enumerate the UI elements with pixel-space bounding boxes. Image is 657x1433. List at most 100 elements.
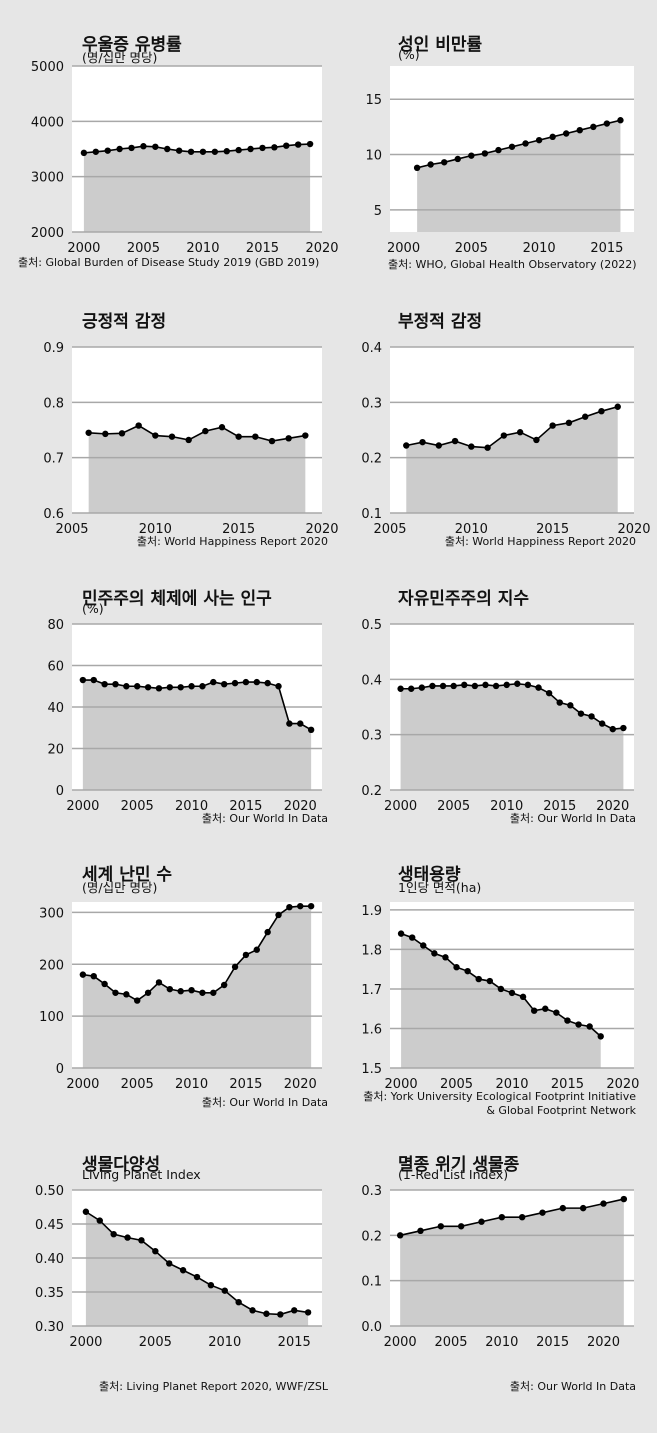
data-point <box>461 681 468 689</box>
data-point <box>576 126 583 134</box>
data-point <box>565 419 573 427</box>
data-point <box>102 430 109 438</box>
chart-source: 출처: Global Burden of Disease Study 2019 … <box>18 254 319 270</box>
data-point <box>188 683 195 690</box>
data-point <box>549 422 556 429</box>
x-tick-label: 2015 <box>536 1335 569 1350</box>
data-point <box>603 120 611 127</box>
chart-source-line: & Global Footprint Network <box>486 1104 636 1117</box>
chart-panel: 우울증 유병률 (명/십만 명당) 2000 3000 4000 5000 2000 20… <box>10 30 339 313</box>
x-tick-label: 2010 <box>175 1077 208 1092</box>
data-point <box>252 433 259 440</box>
data-point <box>168 433 176 440</box>
chart-source-line: 출처: World Happiness Report 2020 <box>136 535 328 548</box>
data-point <box>79 971 87 978</box>
x-tick-label: 2010 <box>490 799 523 814</box>
chart-title: 세계 난민 수 <box>82 865 173 885</box>
data-point <box>140 143 147 150</box>
data-point <box>220 981 228 989</box>
y-tick-label: 100 <box>39 1010 64 1025</box>
data-point <box>403 442 410 449</box>
data-point <box>586 1023 593 1030</box>
data-point <box>188 986 195 994</box>
chart-source-line: 출처: York University Ecological Footprint… <box>363 1090 636 1103</box>
data-point <box>582 413 589 420</box>
series-line <box>400 682 624 730</box>
data-point <box>306 140 314 148</box>
chart-subtitle: 1인당 면적(ha) <box>398 880 482 895</box>
data-point <box>231 963 239 971</box>
data-point <box>223 148 230 155</box>
data-point <box>179 1267 187 1274</box>
plot-area: 0.1 0.2 0.3 0.4 2005 2010 2015 2020 <box>361 341 650 537</box>
data-point <box>503 681 510 689</box>
x-tick-label: 2010 <box>485 1335 518 1350</box>
y-tick-label: 0.35 <box>35 1286 64 1301</box>
y-tick-label: 1.7 <box>361 983 382 998</box>
data-point <box>187 148 195 155</box>
data-point <box>559 1204 567 1212</box>
data-point <box>231 679 239 687</box>
data-point <box>112 989 119 996</box>
data-point <box>155 979 163 986</box>
plot-area: 0 100 200 300 2000 2005 2010 2015 2020 <box>39 902 322 1092</box>
x-tick-label: 2020 <box>284 799 317 814</box>
data-point <box>579 1204 587 1212</box>
data-point <box>498 1214 506 1221</box>
chart-panel: 민주주의 체제에 사는 인구 (%) 0 20 40 60 80 2000 2005 2010… <box>10 584 328 867</box>
data-point <box>500 432 508 439</box>
data-point <box>253 946 260 953</box>
data-point <box>166 684 174 691</box>
chart-panel: 생물다양성 Living Planet Index 0.30 0.35 0.40 0.… <box>10 1150 328 1433</box>
y-tick-label: 0.1 <box>361 507 382 522</box>
area-fill <box>406 406 618 513</box>
data-point <box>177 988 184 995</box>
y-tick-label: 0.3 <box>361 729 382 744</box>
x-tick-label: 2005 <box>455 241 488 256</box>
data-point <box>286 903 293 911</box>
data-point <box>439 682 447 690</box>
data-point <box>134 997 141 1004</box>
x-tick-label: 2020 <box>284 1077 317 1092</box>
chart-subtitle: (%) <box>82 601 104 616</box>
data-point <box>535 684 542 691</box>
x-tick-label: 2000 <box>384 799 417 814</box>
data-point <box>620 1195 628 1203</box>
data-point <box>419 438 426 446</box>
y-tick-label: 0.3 <box>361 1184 382 1199</box>
data-point <box>283 142 290 149</box>
y-tick-label: 40 <box>47 701 64 716</box>
chart-source-line: 출처: Our World In Data <box>509 1380 636 1393</box>
data-point <box>588 713 595 720</box>
data-point <box>104 147 111 154</box>
x-tick-label: 2010 <box>208 1335 241 1350</box>
data-point <box>101 680 108 688</box>
x-tick-label: 2020 <box>587 1335 620 1350</box>
y-tick-label: 1.9 <box>361 904 382 919</box>
y-tick-label: 0.5 <box>361 618 382 633</box>
data-point <box>454 155 461 163</box>
data-point <box>294 141 302 148</box>
chart-source-line: 출처: Our World In Data <box>201 812 328 825</box>
chart-subtitle: Living Planet Index <box>82 1167 201 1182</box>
data-point <box>207 1282 215 1289</box>
data-point <box>135 422 142 429</box>
chart-source: 출처: World Happiness Report 2020 <box>445 533 636 549</box>
y-tick-label: 60 <box>47 660 64 675</box>
y-tick-label: 20 <box>47 743 64 758</box>
data-point <box>144 989 152 996</box>
data-point <box>304 1309 312 1316</box>
x-tick-label: 2010 <box>495 1077 528 1092</box>
data-point <box>518 1214 526 1221</box>
data-point <box>199 148 207 155</box>
x-tick-label: 2020 <box>596 799 629 814</box>
data-point <box>408 934 416 941</box>
data-point <box>598 720 606 727</box>
data-point <box>530 1007 538 1014</box>
data-point <box>90 676 97 684</box>
chart-source-line: 출처: Global Burden of Disease Study 2019 … <box>18 256 320 269</box>
chart-source-line: 출처: Our World In Data <box>509 812 636 825</box>
data-point <box>533 436 540 444</box>
y-tick-label: 5 <box>374 204 382 219</box>
x-tick-label: 2005 <box>373 522 406 537</box>
